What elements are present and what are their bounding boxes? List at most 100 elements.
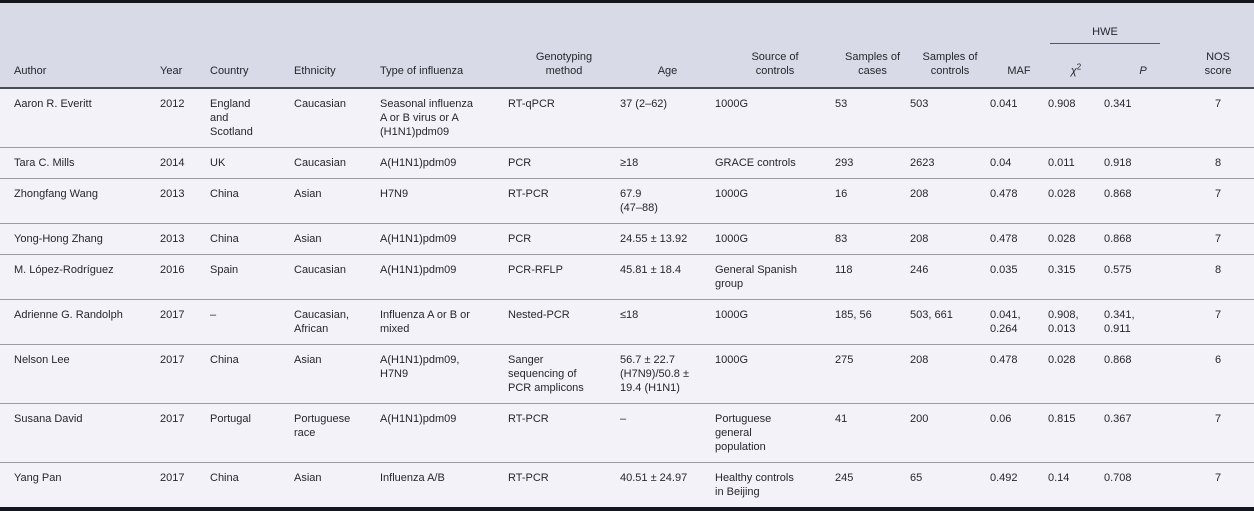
cell-year: 2012 xyxy=(160,88,210,148)
cell-genotyping-method: Nested-PCR xyxy=(508,299,620,345)
cell-source-of-controls: 1000G xyxy=(715,344,835,404)
cell-year: 2016 xyxy=(160,254,210,300)
cell-nos-score: 6 xyxy=(1182,344,1254,404)
cell-type-of-influenza: A(H1N1)pdm09 xyxy=(380,403,508,463)
cell-type-of-influenza: A(H1N1)pdm09 xyxy=(380,223,508,255)
table-row: Tara C. Mills 2014 UK Caucasian A(H1N1)p… xyxy=(0,147,1254,179)
cell-genotyping-method: RT-PCR xyxy=(508,462,620,509)
cell-country: China xyxy=(210,462,294,509)
cell-age: 56.7 ± 22.7 (H7N9)/50.8 ± 19.4 (H1N1) xyxy=(620,344,715,404)
cell-year: 2013 xyxy=(160,178,210,224)
col-header-maf: MAF xyxy=(990,1,1048,89)
cell-author: Yong-Hong Zhang xyxy=(0,223,160,255)
col-header-country: Country xyxy=(210,1,294,89)
cell-age: ≤18 xyxy=(620,299,715,345)
cell-ethnicity: Caucasian, African xyxy=(294,299,380,345)
cell-source-of-controls: General Spanish group xyxy=(715,254,835,300)
cell-maf: 0.035 xyxy=(990,254,1048,300)
cell-author: Nelson Lee xyxy=(0,344,160,404)
cell-maf: 0.478 xyxy=(990,344,1048,404)
cell-samples-of-controls: 208 xyxy=(910,344,990,404)
cell-genotyping-method: RT-PCR xyxy=(508,403,620,463)
cell-age: 45.81 ± 18.4 xyxy=(620,254,715,300)
cell-year: 2017 xyxy=(160,403,210,463)
cell-year: 2014 xyxy=(160,147,210,179)
cell-chi-squared: 0.908, 0.013 xyxy=(1048,299,1104,345)
cell-samples-of-controls: 2623 xyxy=(910,147,990,179)
cell-samples-of-cases: 275 xyxy=(835,344,910,404)
cell-country: China xyxy=(210,223,294,255)
cell-year: 2017 xyxy=(160,344,210,404)
cell-chi-squared: 0.908 xyxy=(1048,88,1104,148)
table-header: Author Year Country Ethnicity Type of in… xyxy=(0,1,1254,89)
cell-nos-score: 7 xyxy=(1182,178,1254,224)
cell-author: Adrienne G. Randolph xyxy=(0,299,160,345)
cell-samples-of-controls: 503 xyxy=(910,88,990,148)
cell-samples-of-controls: 246 xyxy=(910,254,990,300)
hwe-group-label: HWE xyxy=(1050,25,1161,44)
col-header-source-of-controls: Source of controls xyxy=(715,1,835,89)
cell-author: M. López-Rodríguez xyxy=(0,254,160,300)
cell-country: England and Scotland xyxy=(210,88,294,148)
cell-year: 2017 xyxy=(160,462,210,509)
table-row: M. López-Rodríguez 2016 Spain Caucasian … xyxy=(0,254,1254,300)
cell-chi-squared: 0.028 xyxy=(1048,344,1104,404)
cell-ethnicity: Asian xyxy=(294,223,380,255)
cell-source-of-controls: 1000G xyxy=(715,223,835,255)
cell-source-of-controls: 1000G xyxy=(715,88,835,148)
cell-ethnicity: Asian xyxy=(294,462,380,509)
chi-symbol: χ xyxy=(1070,65,1077,77)
cell-genotyping-method: RT-qPCR xyxy=(508,88,620,148)
cell-chi-squared: 0.028 xyxy=(1048,223,1104,255)
cell-age: 40.51 ± 24.97 xyxy=(620,462,715,509)
cell-year: 2017 xyxy=(160,299,210,345)
cell-samples-of-controls: 65 xyxy=(910,462,990,509)
cell-p-value: 0.868 xyxy=(1104,344,1183,404)
cell-age: 67.9 (47–88) xyxy=(620,178,715,224)
col-header-type-of-influenza: Type of influenza xyxy=(380,1,508,89)
table-row: Nelson Lee 2017 China Asian A(H1N1)pdm09… xyxy=(0,344,1254,404)
cell-age: ≥18 xyxy=(620,147,715,179)
cell-genotyping-method: PCR xyxy=(508,147,620,179)
cell-genotyping-method: Sanger sequencing of PCR amplicons xyxy=(508,344,620,404)
col-header-p-value: P xyxy=(1104,60,1183,89)
col-header-genotyping-method: Genotyping method xyxy=(508,1,620,89)
cell-author: Zhongfang Wang xyxy=(0,178,160,224)
cell-ethnicity: Asian xyxy=(294,344,380,404)
cell-source-of-controls: 1000G xyxy=(715,178,835,224)
cell-ethnicity: Caucasian xyxy=(294,88,380,148)
cell-samples-of-cases: 245 xyxy=(835,462,910,509)
cell-type-of-influenza: A(H1N1)pdm09 xyxy=(380,147,508,179)
cell-type-of-influenza: H7N9 xyxy=(380,178,508,224)
cell-country: China xyxy=(210,178,294,224)
table-row: Susana David 2017 Portugal Portuguese ra… xyxy=(0,403,1254,463)
cell-genotyping-method: RT-PCR xyxy=(508,178,620,224)
cell-maf: 0.492 xyxy=(990,462,1048,509)
cell-samples-of-controls: 200 xyxy=(910,403,990,463)
cell-p-value: 0.575 xyxy=(1104,254,1183,300)
cell-samples-of-cases: 83 xyxy=(835,223,910,255)
cell-maf: 0.041 xyxy=(990,88,1048,148)
cell-maf: 0.041, 0.264 xyxy=(990,299,1048,345)
col-header-nos-score: NOS score xyxy=(1182,1,1254,89)
cell-type-of-influenza: Influenza A or B or mixed xyxy=(380,299,508,345)
cell-nos-score: 7 xyxy=(1182,299,1254,345)
cell-author: Yang Pan xyxy=(0,462,160,509)
col-header-samples-of-controls: Samples of controls xyxy=(910,1,990,89)
col-header-chi-squared: χ2 xyxy=(1048,60,1104,89)
cell-author: Tara C. Mills xyxy=(0,147,160,179)
cell-nos-score: 7 xyxy=(1182,403,1254,463)
table-row: Adrienne G. Randolph 2017 – Caucasian, A… xyxy=(0,299,1254,345)
cell-chi-squared: 0.14 xyxy=(1048,462,1104,509)
cell-samples-of-cases: 118 xyxy=(835,254,910,300)
cell-chi-squared: 0.315 xyxy=(1048,254,1104,300)
cell-ethnicity: Caucasian xyxy=(294,254,380,300)
cell-country: – xyxy=(210,299,294,345)
cell-source-of-controls: 1000G xyxy=(715,299,835,345)
cell-p-value: 0.367 xyxy=(1104,403,1183,463)
cell-maf: 0.04 xyxy=(990,147,1048,179)
cell-age: 24.55 ± 13.92 xyxy=(620,223,715,255)
cell-chi-squared: 0.815 xyxy=(1048,403,1104,463)
cell-source-of-controls: Portuguese general population xyxy=(715,403,835,463)
col-header-year: Year xyxy=(160,1,210,89)
